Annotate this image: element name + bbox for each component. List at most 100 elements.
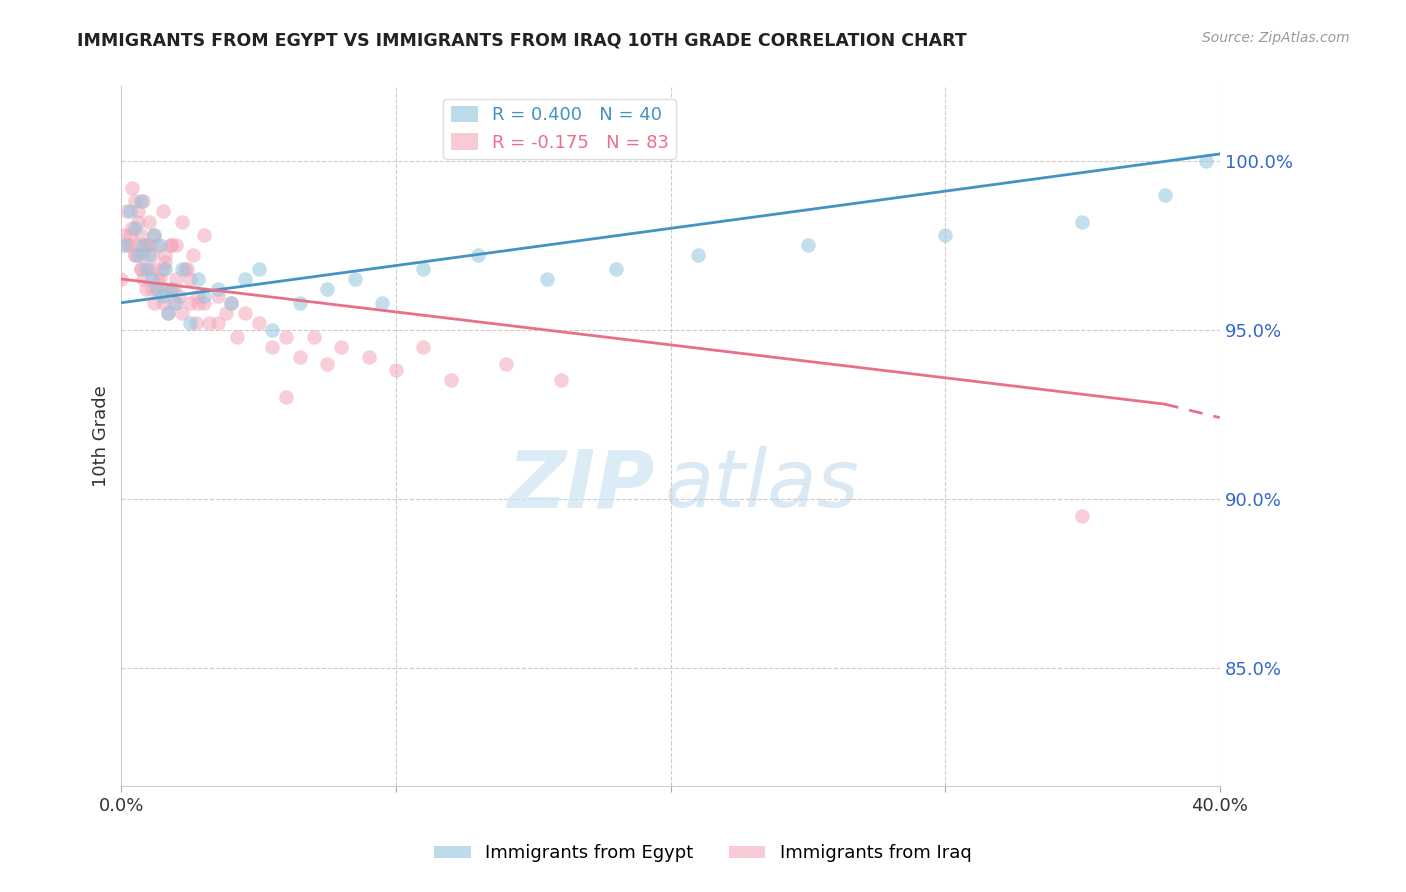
Point	[536, 272, 558, 286]
Point	[233, 306, 256, 320]
Point	[165, 272, 187, 286]
Point	[160, 238, 183, 252]
Point	[343, 272, 366, 286]
Point	[440, 374, 463, 388]
Point	[193, 295, 215, 310]
Y-axis label: 10th Grade: 10th Grade	[93, 385, 110, 487]
Point	[207, 289, 229, 303]
Point	[121, 221, 143, 235]
Point	[155, 261, 177, 276]
Point	[179, 316, 201, 330]
Point	[112, 238, 135, 252]
Point	[132, 248, 155, 262]
Point	[129, 261, 152, 276]
Point	[193, 228, 215, 243]
Point	[187, 295, 209, 310]
Point	[115, 204, 138, 219]
Point	[141, 248, 163, 262]
Point	[179, 272, 201, 286]
Point	[152, 261, 174, 276]
Point	[605, 261, 627, 276]
Text: ZIP: ZIP	[506, 446, 654, 524]
Point	[155, 248, 177, 262]
Point	[127, 204, 149, 219]
Point	[138, 214, 160, 228]
Point	[162, 295, 184, 310]
Point	[467, 248, 489, 262]
Point	[276, 390, 298, 404]
Point	[157, 306, 180, 320]
Point	[262, 340, 284, 354]
Point	[146, 282, 169, 296]
Text: atlas: atlas	[665, 446, 860, 524]
Point	[1071, 214, 1094, 228]
Point	[1071, 508, 1094, 523]
Point	[138, 238, 160, 252]
Point	[124, 248, 146, 262]
Point	[129, 194, 152, 209]
Point	[160, 282, 183, 296]
Point	[149, 272, 172, 286]
Point	[143, 295, 166, 310]
Point	[173, 261, 195, 276]
Point	[219, 295, 242, 310]
Point	[135, 282, 157, 296]
Point	[179, 295, 201, 310]
Point	[170, 261, 193, 276]
Point	[207, 282, 229, 296]
Point	[146, 238, 169, 252]
Point	[167, 289, 190, 303]
Point	[193, 289, 215, 303]
Point	[219, 295, 242, 310]
Point	[124, 248, 146, 262]
Point	[797, 238, 820, 252]
Point	[118, 238, 141, 252]
Point	[118, 204, 141, 219]
Point	[141, 272, 163, 286]
Point	[132, 272, 155, 286]
Point	[141, 282, 163, 296]
Point	[385, 363, 408, 377]
Point	[165, 295, 187, 310]
Point	[247, 261, 270, 276]
Point	[187, 289, 209, 303]
Point	[162, 282, 184, 296]
Point	[233, 272, 256, 286]
Point	[262, 323, 284, 337]
Point	[152, 295, 174, 310]
Point	[129, 261, 152, 276]
Point	[146, 282, 169, 296]
Point	[316, 282, 339, 296]
Text: IMMIGRANTS FROM EGYPT VS IMMIGRANTS FROM IRAQ 10TH GRADE CORRELATION CHART: IMMIGRANTS FROM EGYPT VS IMMIGRANTS FROM…	[77, 31, 967, 49]
Point	[115, 238, 138, 252]
Legend: Immigrants from Egypt, Immigrants from Iraq: Immigrants from Egypt, Immigrants from I…	[427, 838, 979, 870]
Point	[135, 238, 157, 252]
Point	[187, 272, 209, 286]
Point	[550, 374, 572, 388]
Point	[155, 255, 177, 269]
Point	[316, 357, 339, 371]
Point	[127, 214, 149, 228]
Point	[138, 248, 160, 262]
Point	[127, 238, 149, 252]
Point	[157, 306, 180, 320]
Point	[112, 228, 135, 243]
Point	[160, 282, 183, 296]
Point	[181, 248, 204, 262]
Point	[302, 329, 325, 343]
Point	[215, 306, 238, 320]
Point	[124, 221, 146, 235]
Point	[170, 306, 193, 320]
Point	[198, 316, 221, 330]
Point	[146, 272, 169, 286]
Point	[170, 214, 193, 228]
Point	[110, 272, 132, 286]
Point	[138, 261, 160, 276]
Point	[124, 194, 146, 209]
Point	[135, 238, 157, 252]
Text: Source: ZipAtlas.com: Source: ZipAtlas.com	[1202, 31, 1350, 45]
Point	[152, 289, 174, 303]
Point	[132, 194, 155, 209]
Point	[1153, 187, 1175, 202]
Point	[129, 228, 152, 243]
